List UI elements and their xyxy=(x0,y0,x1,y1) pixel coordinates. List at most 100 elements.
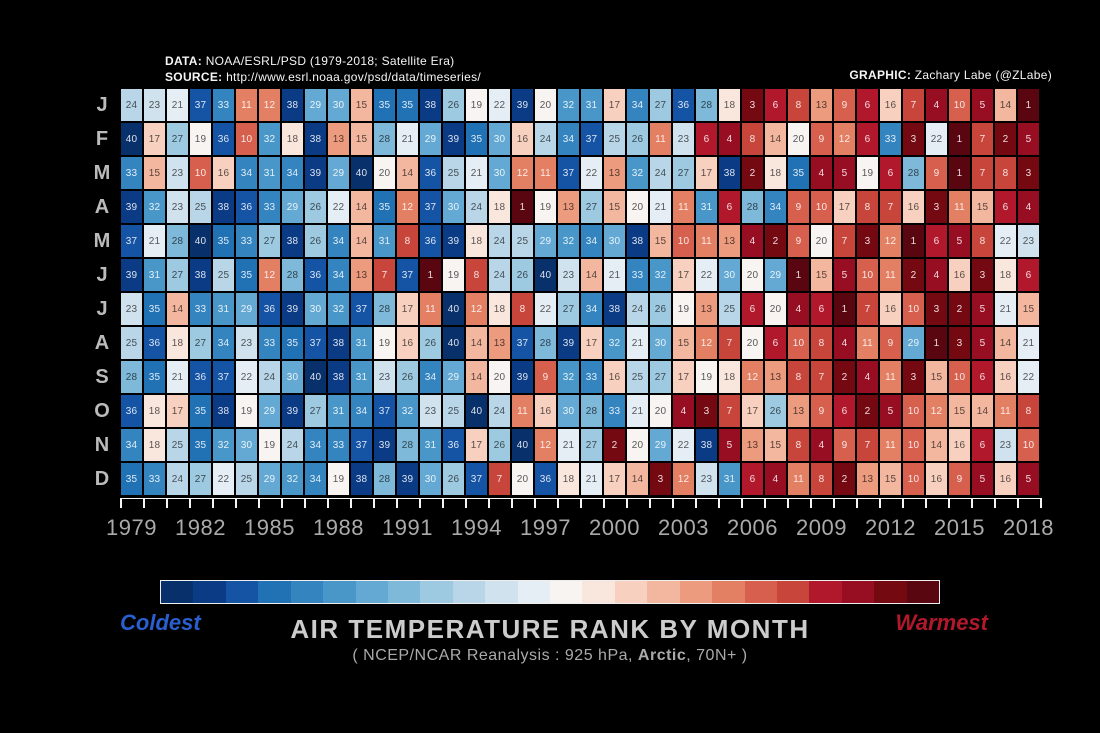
heatmap-cell: 11 xyxy=(235,88,258,122)
heatmap-cell: 27 xyxy=(258,224,281,258)
colorbar-segment xyxy=(453,581,485,603)
heatmap-cell: 8 xyxy=(396,224,419,258)
colorbar-segment xyxy=(356,581,388,603)
heatmap-cell: 9 xyxy=(787,224,810,258)
heatmap-cell: 11 xyxy=(879,360,902,394)
heatmap-cell: 4 xyxy=(925,258,948,292)
heatmap-cell: 37 xyxy=(189,88,212,122)
heatmap-cell: 1 xyxy=(902,224,925,258)
heatmap-cell: 35 xyxy=(189,394,212,428)
colorbar-segment xyxy=(388,581,420,603)
heatmap-cell: 22 xyxy=(695,258,718,292)
year-tick xyxy=(948,498,950,508)
heatmap-cell: 4 xyxy=(672,394,695,428)
heatmap-cell: 6 xyxy=(879,156,902,190)
heatmap-cell: 22 xyxy=(672,428,695,462)
heatmap-cell: 36 xyxy=(304,258,327,292)
heatmap-cell: 4 xyxy=(787,292,810,326)
heatmap-cell: 16 xyxy=(511,122,534,156)
heatmap-cell: 3 xyxy=(856,224,879,258)
heatmap-cell: 36 xyxy=(442,428,465,462)
heatmap-cell: 31 xyxy=(580,88,603,122)
heatmap-cell: 38 xyxy=(189,258,212,292)
heatmap-cell: 22 xyxy=(235,360,258,394)
heatmap-cell: 23 xyxy=(120,292,143,326)
year-tick xyxy=(488,498,490,508)
heatmap-cell: 9 xyxy=(534,360,557,394)
heatmap-cell: 14 xyxy=(350,190,373,224)
heatmap-cell: 13 xyxy=(718,224,741,258)
heatmap-cell: 20 xyxy=(626,190,649,224)
heatmap-cell: 25 xyxy=(442,394,465,428)
heatmap-cell: 1 xyxy=(833,292,856,326)
heatmap-cell: 37 xyxy=(304,326,327,360)
month-label: J xyxy=(88,258,116,292)
heatmap-cell: 25 xyxy=(235,462,258,496)
year-tick xyxy=(672,498,674,508)
heatmap-cell: 28 xyxy=(281,258,304,292)
heatmap-cell: 30 xyxy=(419,462,442,496)
heatmap-cell: 18 xyxy=(143,428,166,462)
colorbar xyxy=(160,580,940,604)
heatmap-cell: 15 xyxy=(1017,292,1040,326)
heatmap-cell: 21 xyxy=(580,462,603,496)
heatmap-cell: 18 xyxy=(718,360,741,394)
heatmap-cell: 25 xyxy=(212,258,235,292)
heatmap-cell: 5 xyxy=(879,394,902,428)
title-main: AIR TEMPERATURE RANK BY MONTH xyxy=(0,614,1100,645)
year-tick xyxy=(419,498,421,508)
heatmap-cell: 16 xyxy=(534,394,557,428)
heatmap-cell: 26 xyxy=(304,190,327,224)
year-label: 2006 xyxy=(727,515,778,541)
heatmap-cell: 18 xyxy=(143,394,166,428)
heatmap-cell: 18 xyxy=(488,292,511,326)
heatmap-cell: 9 xyxy=(833,88,856,122)
heatmap-cell: 12 xyxy=(741,360,764,394)
heatmap-cell: 8 xyxy=(741,122,764,156)
data-label: DATA: xyxy=(165,54,202,68)
heatmap-cell: 34 xyxy=(580,224,603,258)
heatmap-cell: 14 xyxy=(350,224,373,258)
heatmap-cell: 37 xyxy=(373,394,396,428)
heatmap-cell: 2 xyxy=(764,224,787,258)
month-label: O xyxy=(88,394,116,428)
heatmap-cell: 9 xyxy=(879,326,902,360)
heatmap-cell: 13 xyxy=(741,428,764,462)
heatmap-cell: 35 xyxy=(373,88,396,122)
title-block: AIR TEMPERATURE RANK BY MONTH ( NCEP/NCA… xyxy=(0,614,1100,665)
heatmap-cell: 37 xyxy=(419,190,442,224)
heatmap-cell: 28 xyxy=(580,394,603,428)
heatmap-cell: 37 xyxy=(511,326,534,360)
heatmap-cell: 2 xyxy=(994,122,1017,156)
heatmap-cell: 38 xyxy=(212,190,235,224)
heatmap-cell: 21 xyxy=(465,156,488,190)
heatmap-cell: 19 xyxy=(672,292,695,326)
heatmap-cell: 17 xyxy=(465,428,488,462)
heatmap-cell: 15 xyxy=(925,360,948,394)
heatmap-cell: 34 xyxy=(350,394,373,428)
heatmap-cell: 22 xyxy=(580,156,603,190)
heatmap-cell: 23 xyxy=(166,156,189,190)
heatmap-cell: 21 xyxy=(994,292,1017,326)
year-label: 2015 xyxy=(934,515,985,541)
heatmap-cell: 8 xyxy=(856,190,879,224)
colorbar-segment xyxy=(874,581,906,603)
heatmap-cell: 18 xyxy=(281,122,304,156)
heatmap-cell: 37 xyxy=(212,360,235,394)
year-tick xyxy=(350,498,352,508)
year-tick xyxy=(695,498,697,508)
heatmap-cell: 25 xyxy=(718,292,741,326)
heatmap-cell: 19 xyxy=(373,326,396,360)
heatmap-cell: 11 xyxy=(856,326,879,360)
heatmap-cell: 6 xyxy=(764,88,787,122)
heatmap-cell: 7 xyxy=(833,224,856,258)
heatmap-cell: 18 xyxy=(166,326,189,360)
heatmap-cell: 16 xyxy=(212,156,235,190)
heatmap-cell: 16 xyxy=(879,88,902,122)
heatmap-cell: 23 xyxy=(557,258,580,292)
heatmap-cell: 27 xyxy=(649,88,672,122)
heatmap-cell: 1 xyxy=(511,190,534,224)
heatmap-cell: 34 xyxy=(281,156,304,190)
heatmap-cell: 6 xyxy=(695,122,718,156)
heatmap-cell: 22 xyxy=(1017,360,1040,394)
